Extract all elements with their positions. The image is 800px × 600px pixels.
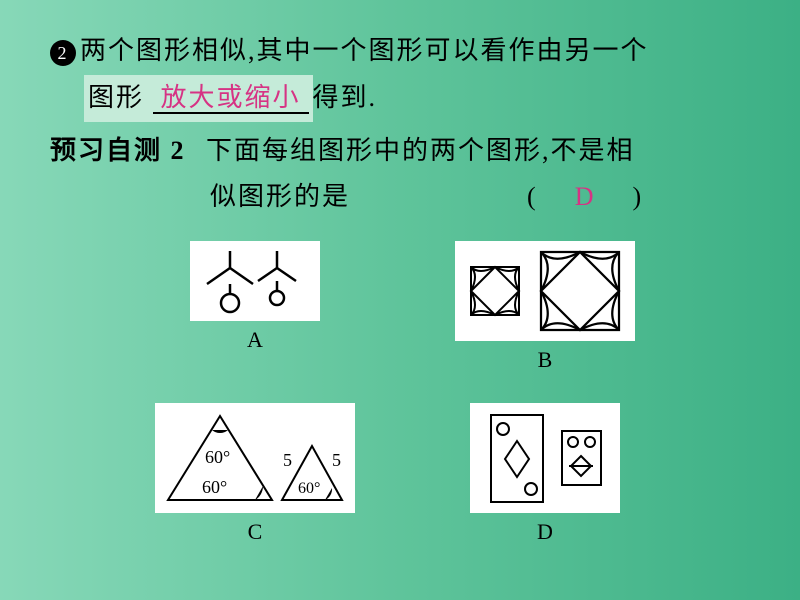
triangles-icon: 60° 60° 5 5 60°	[160, 408, 350, 508]
statement-line1: 2两个图形相似,其中一个图形可以看作由另一个	[50, 28, 750, 75]
svg-text:60°: 60°	[205, 447, 230, 467]
option-a: A	[140, 241, 370, 383]
option-d: D	[430, 403, 660, 545]
label-d: D	[537, 519, 553, 545]
label-b: B	[538, 347, 553, 373]
label-c: C	[248, 519, 263, 545]
paren-close: )	[632, 182, 643, 211]
option-c: 60° 60° 5 5 60° C	[140, 403, 370, 545]
bullet-icon: 2	[50, 40, 76, 66]
svg-text:60°: 60°	[202, 477, 227, 497]
highlight-region: 图形 放大或缩小	[84, 75, 313, 122]
quiz-title: 预习自测 2	[50, 136, 186, 165]
card-small-icon	[559, 428, 604, 488]
statement-text-2b: 得到.	[313, 83, 378, 112]
slide-content: 2两个图形相似,其中一个图形可以看作由另一个 图形 放大或缩小 得到. 预习自测…	[0, 0, 800, 545]
pattern-large-icon	[535, 246, 625, 336]
figure-d	[470, 403, 620, 513]
svg-text:5: 5	[332, 450, 341, 470]
options-grid: A	[140, 241, 660, 545]
figure-a	[190, 241, 320, 321]
card-large-icon	[487, 411, 547, 506]
figure-b	[455, 241, 635, 341]
quiz-line1: 预习自测 2 下面每组图形中的两个图形,不是相	[50, 128, 750, 175]
pattern-small-icon	[465, 261, 525, 321]
svg-text:5: 5	[283, 450, 292, 470]
statement-line2: 图形 放大或缩小 得到.	[50, 75, 750, 122]
fill-in-answer: 放大或缩小	[153, 83, 309, 114]
paren-open: (	[527, 182, 538, 211]
quiz-answer: D	[575, 182, 596, 211]
quiz-prompt-2: 似图形的是	[210, 182, 350, 211]
label-a: A	[247, 327, 263, 353]
svg-text:60°: 60°	[298, 480, 320, 497]
figure-c: 60° 60° 5 5 60°	[155, 403, 355, 513]
quiz-prompt-1: 下面每组图形中的两个图形,不是相	[206, 136, 635, 165]
option-b: B	[430, 241, 660, 383]
lamp-icon	[195, 246, 315, 316]
statement-text-1: 两个图形相似,其中一个图形可以看作由另一个	[80, 36, 649, 65]
statement-text-2a: 图形	[88, 83, 144, 112]
quiz-line2: 似图形的是 ( D )	[50, 174, 750, 221]
